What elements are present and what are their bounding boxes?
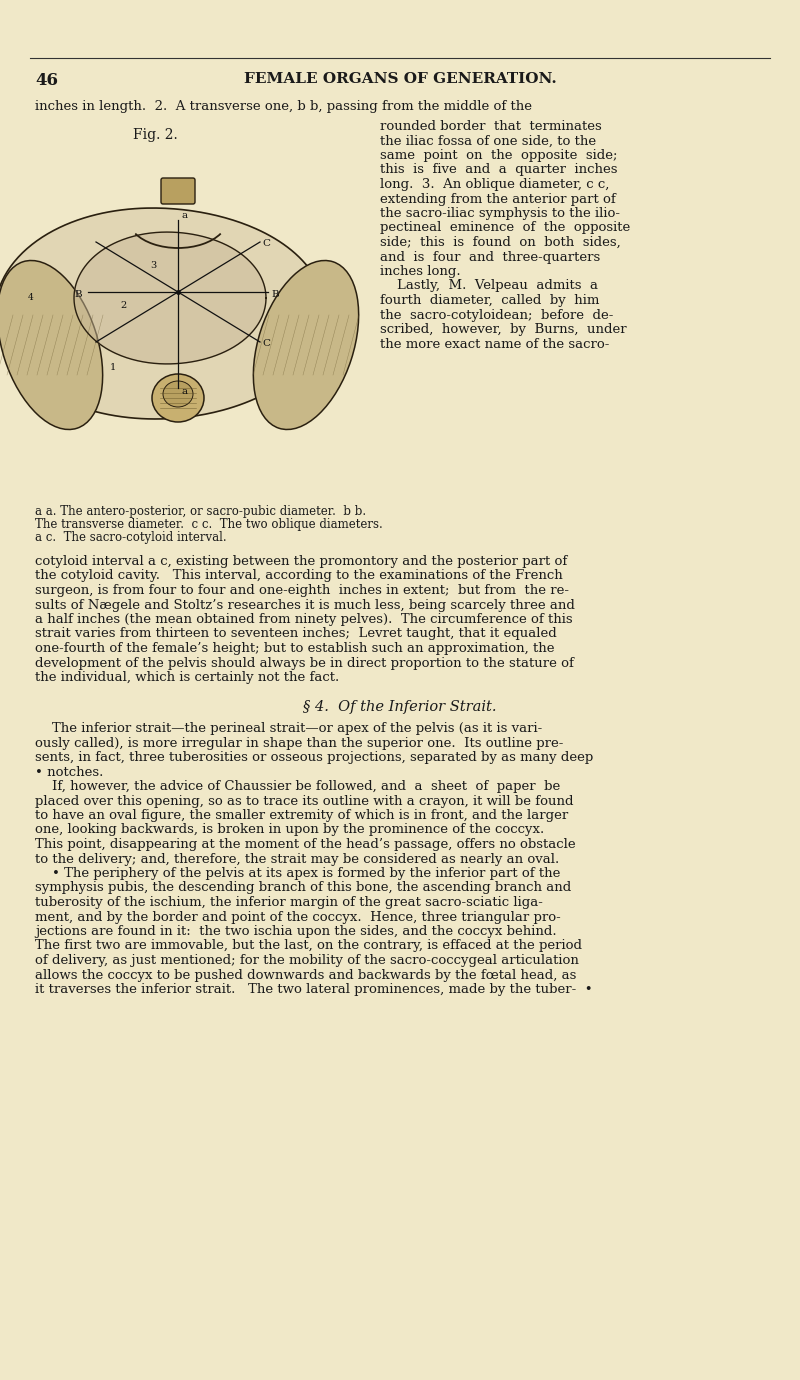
Text: development of the pelvis should always be in direct proportion to the stature o: development of the pelvis should always … [35,657,574,669]
Text: same  point  on  the  opposite  side;: same point on the opposite side; [380,149,618,161]
Ellipse shape [254,261,358,429]
Text: Lastly,  M.  Velpeau  admits  a: Lastly, M. Velpeau admits a [380,280,598,293]
Text: the sacro-iliac symphysis to the ilio-: the sacro-iliac symphysis to the ilio- [380,207,620,219]
Text: it traverses the inferior strait.   The two lateral prominences, made by the tub: it traverses the inferior strait. The tw… [35,983,593,996]
Text: a half inches (the mean obtained from ninety pelves).  The circumference of this: a half inches (the mean obtained from ni… [35,613,573,627]
Text: C: C [262,239,270,248]
Text: the  sacro-cotyloidean;  before  de-: the sacro-cotyloidean; before de- [380,309,614,322]
Text: If, however, the advice of Chaussier be followed, and  a  sheet  of  paper  be: If, however, the advice of Chaussier be … [35,780,560,794]
Text: inches in length.  2.  A transverse one, b b, passing from the middle of the: inches in length. 2. A transverse one, b… [35,99,532,113]
Text: extending from the anterior part of: extending from the anterior part of [380,192,616,206]
Text: sents, in fact, three tuberosities or osseous projections, separated by as many : sents, in fact, three tuberosities or os… [35,751,594,765]
Text: The inferior strait—the perineal strait—or apex of the pelvis (as it is vari-: The inferior strait—the perineal strait—… [35,722,542,736]
Text: strait varies from thirteen to seventeen inches;  Levret taught, that it equaled: strait varies from thirteen to seventeen… [35,628,557,640]
Text: • The periphery of the pelvis at its apex is formed by the inferior part of the: • The periphery of the pelvis at its ape… [35,867,560,880]
Text: • notches.: • notches. [35,766,103,778]
Text: B: B [271,290,278,299]
Text: fourth  diameter,  called  by  him: fourth diameter, called by him [380,294,599,306]
Text: rounded border  that  terminates: rounded border that terminates [380,120,602,132]
Text: 4: 4 [28,293,34,302]
Ellipse shape [163,381,193,407]
Text: allows the coccyx to be pushed downwards and backwards by the fœtal head, as: allows the coccyx to be pushed downwards… [35,969,576,981]
Text: FEMALE ORGANS OF GENERATION.: FEMALE ORGANS OF GENERATION. [244,72,556,86]
Text: 3: 3 [150,261,156,270]
Text: of delivery, as just mentioned; for the mobility of the sacro-coccygeal articula: of delivery, as just mentioned; for the … [35,954,579,967]
Text: sults of Nægele and Stoltz’s researches it is much less, being scarcely three an: sults of Nægele and Stoltz’s researches … [35,599,575,611]
Text: scribed,  however,  by  Burns,  under: scribed, however, by Burns, under [380,323,626,335]
Text: cotyloid interval a c, existing between the promontory and the posterior part of: cotyloid interval a c, existing between … [35,555,567,569]
Text: tuberosity of the ischium, the inferior margin of the great sacro-sciatic liga-: tuberosity of the ischium, the inferior … [35,896,543,909]
Text: Fig. 2.: Fig. 2. [133,128,178,142]
Text: long.  3.  An oblique diameter, c c,: long. 3. An oblique diameter, c c, [380,178,610,190]
Text: B: B [74,290,82,299]
Text: surgeon, is from four to four and one-eighth  inches in extent;  but from  the r: surgeon, is from four to four and one-ei… [35,584,569,598]
Text: the iliac fossa of one side, to the: the iliac fossa of one side, to the [380,134,596,148]
Text: § 4.  Of the Inferior Strait.: § 4. Of the Inferior Strait. [303,700,497,713]
Text: a c.  The sacro-cotyloid interval.: a c. The sacro-cotyloid interval. [35,531,226,544]
Text: placed over this opening, so as to trace its outline with a crayon, it will be f: placed over this opening, so as to trace… [35,795,574,807]
Text: the more exact name of the sacro-: the more exact name of the sacro- [380,338,610,351]
Text: inches long.: inches long. [380,265,461,277]
Polygon shape [0,208,325,420]
Polygon shape [74,232,266,364]
Ellipse shape [152,374,204,422]
Text: the cotyloid cavity.   This interval, according to the examinations of the Frenc: the cotyloid cavity. This interval, acco… [35,570,562,582]
Text: ment, and by the border and point of the coccyx.  Hence, three triangular pro-: ment, and by the border and point of the… [35,911,561,923]
Text: a: a [181,211,187,219]
Text: one, looking backwards, is broken in upon by the prominence of the coccyx.: one, looking backwards, is broken in upo… [35,824,544,836]
Text: 46: 46 [35,72,58,88]
FancyBboxPatch shape [161,178,195,204]
Text: to have an oval figure, the smaller extremity of which is in front, and the larg: to have an oval figure, the smaller extr… [35,809,568,822]
Text: 2: 2 [120,301,126,310]
Text: to the delivery; and, therefore, the strait may be considered as nearly an oval.: to the delivery; and, therefore, the str… [35,853,559,865]
Text: The first two are immovable, but the last, on the contrary, is effaced at the pe: The first two are immovable, but the las… [35,940,582,952]
Text: C: C [262,339,270,348]
Ellipse shape [0,261,102,429]
Text: ously called), is more irregular in shape than the superior one.  Its outline pr: ously called), is more irregular in shap… [35,737,563,749]
Text: The transverse diameter.  c c.  The two oblique diameters.: The transverse diameter. c c. The two ob… [35,518,382,531]
Text: symphysis pubis, the descending branch of this bone, the ascending branch and: symphysis pubis, the descending branch o… [35,882,571,894]
Text: This point, disappearing at the moment of the head’s passage, offers no obstacle: This point, disappearing at the moment o… [35,838,576,851]
Text: 1: 1 [110,363,116,373]
Text: side;  this  is  found  on  both  sides,: side; this is found on both sides, [380,236,621,248]
Text: and  is  four  and  three-quarters: and is four and three-quarters [380,251,600,264]
Text: one-fourth of the female’s height; but to establish such an approximation, the: one-fourth of the female’s height; but t… [35,642,554,656]
Text: a: a [181,386,187,396]
Text: a a. The antero-posterior, or sacro-pubic diameter.  b b.: a a. The antero-posterior, or sacro-pubi… [35,505,366,518]
Text: the individual, which is certainly not the fact.: the individual, which is certainly not t… [35,671,339,684]
Text: pectineal  eminence  of  the  opposite: pectineal eminence of the opposite [380,222,630,235]
Text: jections are found in it:  the two ischia upon the sides, and the coccyx behind.: jections are found in it: the two ischia… [35,925,557,938]
Text: this  is  five  and  a  quarter  inches: this is five and a quarter inches [380,163,618,177]
